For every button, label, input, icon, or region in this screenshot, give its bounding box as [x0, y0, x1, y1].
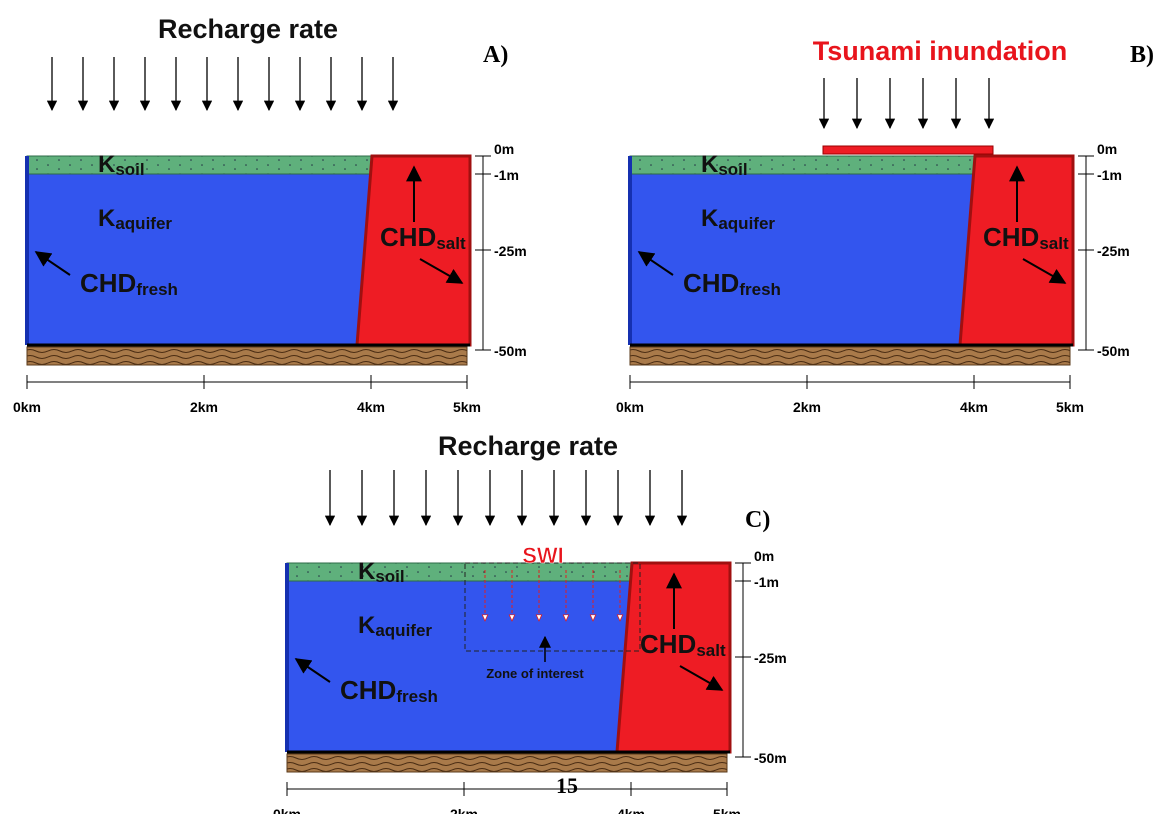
- chd-fresh: CHDfresh: [340, 675, 438, 706]
- chd-fresh: CHDfresh: [80, 268, 178, 299]
- bedrock: [629, 346, 1071, 366]
- swi-label: SWI: [522, 543, 564, 568]
- k-soil-sub: soil: [115, 160, 144, 179]
- panel: Tsunami inundation B)KsoilKaquiferCHDfres…: [616, 36, 1154, 415]
- depth-label: -25m: [494, 243, 527, 259]
- distance-label: 0km: [13, 399, 41, 415]
- k-aquifer: Kaquifer: [701, 205, 775, 233]
- chd-fresh-sub: fresh: [136, 280, 178, 299]
- depth-label: -50m: [1097, 343, 1130, 359]
- arrow: [419, 258, 464, 284]
- k-soil-main: K: [358, 558, 376, 585]
- k-soil: Ksoil: [358, 558, 405, 586]
- k-aquifer-main: K: [358, 612, 376, 639]
- panel-title: Recharge rate: [438, 431, 618, 461]
- k-aquifer-main: K: [701, 205, 719, 232]
- chd-fresh-main: CHD: [340, 675, 396, 705]
- arrow: [637, 251, 674, 276]
- chd-salt: CHDsalt: [640, 629, 726, 660]
- chd-fresh: CHDfresh: [683, 268, 781, 299]
- k-aquifer-main: K: [98, 205, 116, 232]
- distance-label: 5km: [1056, 399, 1084, 415]
- panel: Recharge rateC)KsoilKaquiferCHDfreshCHDs…: [273, 431, 787, 814]
- chd-fresh-sub: fresh: [739, 280, 781, 299]
- panel: Recharge rateA)KsoilKaquiferCHDfreshCHDs…: [13, 14, 527, 415]
- distance-label: 4km: [357, 399, 385, 415]
- k-aquifer-sub: aquifer: [115, 214, 172, 233]
- panel-title: Tsunami inundation: [813, 36, 1067, 66]
- panel-label: C): [745, 507, 770, 533]
- zone-of-interest: [464, 562, 641, 652]
- distance-label: 4km: [960, 399, 988, 415]
- chd-fresh-main: CHD: [683, 268, 739, 298]
- arrow: [34, 251, 71, 276]
- bedrock: [26, 346, 468, 366]
- chd-salt-sub: salt: [1039, 234, 1069, 253]
- k-aquifer: Kaquifer: [358, 612, 432, 640]
- distance-label: 2km: [450, 806, 478, 814]
- chd-salt-main: CHD: [640, 629, 696, 659]
- k-soil-main: K: [701, 151, 719, 178]
- zone-label: Zone of interest: [486, 666, 584, 681]
- distance-label: 2km: [793, 399, 821, 415]
- depth-label: -50m: [754, 750, 787, 766]
- chd-salt-sub: salt: [696, 641, 726, 660]
- chd-salt: CHDsalt: [983, 222, 1069, 253]
- distance-label: 4km: [617, 806, 645, 814]
- depth-label: -25m: [1097, 243, 1130, 259]
- distance-label: 2km: [190, 399, 218, 415]
- distance-label: 5km: [713, 806, 741, 814]
- depth-label: -50m: [494, 343, 527, 359]
- arrow: [294, 658, 331, 683]
- depth-label: -1m: [494, 167, 519, 183]
- distance-label: 0km: [273, 806, 301, 814]
- bedrock: [286, 753, 728, 773]
- k-soil-main: K: [98, 151, 116, 178]
- arrow: [679, 665, 724, 691]
- k-soil-sub: soil: [718, 160, 747, 179]
- panel-title: Recharge rate: [158, 14, 338, 44]
- k-soil: Ksoil: [98, 151, 145, 179]
- chd-salt-main: CHD: [983, 222, 1039, 252]
- depth-label: -25m: [754, 650, 787, 666]
- depth-label: 0m: [494, 141, 514, 157]
- distance-label: 0km: [616, 399, 644, 415]
- k-aquifer-sub: aquifer: [718, 214, 775, 233]
- chd-fresh-sub: fresh: [396, 687, 438, 706]
- panel-label: A): [483, 42, 508, 68]
- depth-label: -1m: [1097, 167, 1122, 183]
- chd-fresh-main: CHD: [80, 268, 136, 298]
- k-soil-sub: soil: [375, 567, 404, 586]
- panel-label: B): [1130, 42, 1154, 68]
- depth-label: -1m: [754, 574, 779, 590]
- distance-label: 5km: [453, 399, 481, 415]
- arrow: [1022, 258, 1067, 284]
- k-soil: Ksoil: [701, 151, 748, 179]
- chd-salt: CHDsalt: [380, 222, 466, 253]
- chd-salt-main: CHD: [380, 222, 436, 252]
- page-number: 15: [556, 773, 578, 798]
- depth-label: 0m: [754, 548, 774, 564]
- k-aquifer: Kaquifer: [98, 205, 172, 233]
- depth-label: 0m: [1097, 141, 1117, 157]
- chd-salt-sub: salt: [436, 234, 466, 253]
- inundation: [822, 145, 994, 155]
- k-aquifer-sub: aquifer: [375, 621, 432, 640]
